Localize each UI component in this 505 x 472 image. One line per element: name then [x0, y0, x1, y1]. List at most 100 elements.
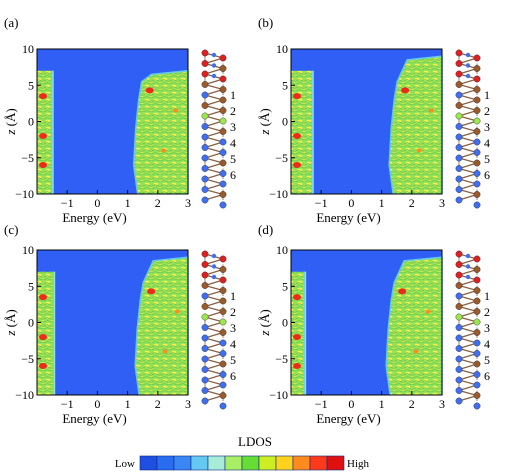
layer-number: 3: [484, 120, 490, 134]
y-tick-label: 10: [276, 42, 288, 56]
x-tick-label: 1: [379, 397, 385, 411]
y-tick-label: 0: [28, 316, 34, 330]
atom: [201, 355, 209, 363]
x-tick-label: −1: [61, 397, 74, 411]
conduction-band-states: [133, 70, 188, 194]
layer-number: 5: [484, 353, 490, 367]
y-tick-label: −10: [15, 388, 34, 402]
atom: [201, 81, 209, 88]
atom: [455, 112, 463, 120]
atom: [455, 324, 463, 331]
layer-number: 4: [230, 136, 236, 150]
y-tick-label: −5: [275, 352, 288, 366]
atom: [465, 253, 471, 259]
atom: [473, 149, 481, 156]
atom: [211, 253, 217, 259]
atom: [219, 191, 227, 198]
atom: [465, 274, 471, 280]
layer-number: 4: [484, 337, 490, 351]
atomic-structure: 1 2 3 4 5 6: [201, 250, 236, 410]
atom: [455, 376, 463, 384]
colorbar-cell: [224, 455, 243, 471]
atom: [473, 392, 481, 399]
atom: [473, 402, 481, 410]
valence-band-edge: [311, 70, 314, 194]
layer-number: 6: [230, 369, 236, 383]
layer-number: 1: [230, 88, 236, 102]
ldos-hotspot: [293, 93, 301, 100]
atom: [211, 52, 217, 58]
atom: [455, 282, 463, 289]
atom: [473, 329, 481, 336]
layer-number: 4: [484, 136, 490, 150]
ldos-hotspot: [293, 334, 301, 340]
atom: [201, 292, 209, 300]
atom: [201, 102, 209, 109]
valence-band-states: [291, 271, 307, 395]
atom: [473, 96, 481, 104]
ldos-hotspot: [293, 294, 301, 301]
atom: [201, 250, 209, 258]
atom: [211, 63, 217, 68]
y-tick-label: 5: [28, 279, 34, 293]
layer-number: 6: [230, 168, 236, 182]
colorbar-cell: [156, 455, 175, 471]
atomic-structure: 1 2 3 4 5 6: [201, 49, 236, 209]
atom: [455, 397, 463, 405]
atom: [201, 376, 209, 384]
atom: [219, 381, 227, 389]
x-tick-label: 3: [185, 397, 191, 411]
atom: [455, 261, 463, 268]
atom: [201, 397, 209, 405]
atom: [219, 266, 227, 273]
atom: [219, 65, 227, 72]
atom: [219, 318, 227, 326]
atom: [465, 264, 471, 269]
atom: [219, 287, 227, 294]
panel-label-b: (b): [258, 15, 273, 30]
ldos-hotspot: [39, 334, 47, 340]
layer-number: 1: [230, 289, 236, 303]
atom: [219, 86, 227, 93]
layer-number: 2: [230, 104, 236, 118]
atom: [455, 49, 463, 57]
x-axis-label: Energy (eV): [62, 210, 126, 225]
atom: [201, 186, 209, 193]
valence-band-states: [37, 70, 54, 194]
colorbar-cells: [139, 455, 345, 471]
atom: [465, 73, 471, 79]
atom: [455, 292, 463, 300]
ldos-hotspot: [425, 309, 431, 314]
x-axis-label: Energy (eV): [316, 411, 380, 426]
atom: [455, 196, 463, 204]
atom: [455, 303, 463, 310]
atom: [219, 117, 227, 125]
atom: [473, 86, 481, 93]
ldos-hotspot: [39, 162, 47, 168]
atom: [455, 175, 463, 183]
layer-number: 6: [484, 369, 490, 383]
x-tick-label: 2: [155, 397, 161, 411]
atom: [473, 75, 481, 83]
atom: [219, 159, 227, 167]
atom: [473, 339, 481, 347]
atom: [455, 60, 463, 67]
atom: [201, 112, 209, 120]
atom: [455, 387, 463, 394]
x-tick-label: 0: [94, 196, 100, 210]
y-tick-label: 5: [282, 78, 288, 92]
colorbar-cell: [292, 455, 311, 471]
atom: [211, 274, 217, 280]
atom: [219, 180, 227, 188]
x-tick-label: 0: [348, 196, 354, 210]
atom: [201, 196, 209, 204]
atom: [473, 360, 481, 368]
layer-number: 3: [230, 120, 236, 134]
ldos-hotspot: [39, 133, 47, 139]
atom: [473, 350, 481, 357]
y-tick-label: 0: [282, 316, 288, 330]
atom: [219, 360, 227, 368]
atom: [455, 250, 463, 258]
atom: [201, 303, 209, 310]
